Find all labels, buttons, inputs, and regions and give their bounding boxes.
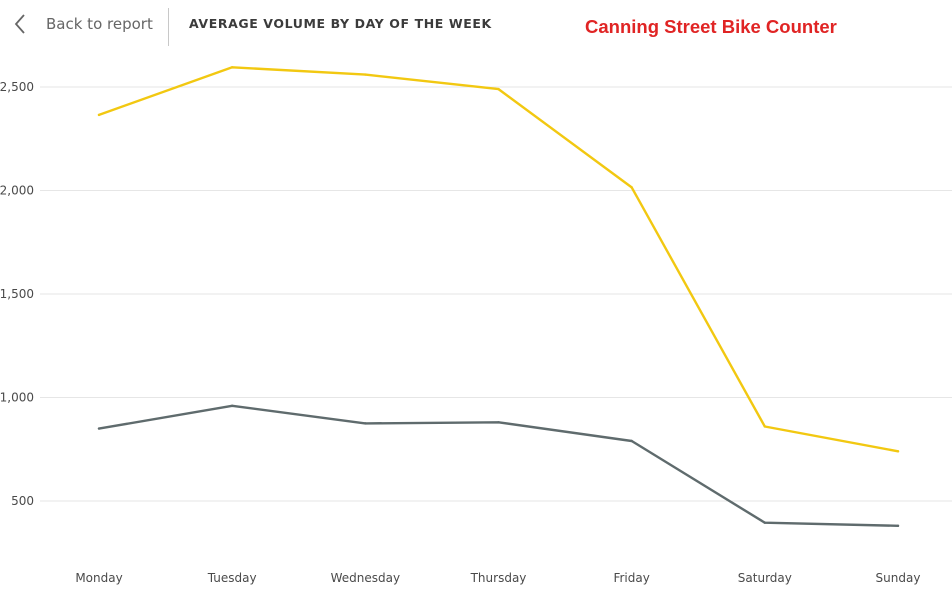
- data-point[interactable]: [630, 186, 633, 189]
- y-tick-label: 1,000: [0, 391, 34, 405]
- series-line-2[interactable]: [97, 404, 900, 527]
- y-tick-label: 1,500: [0, 287, 34, 301]
- data-point[interactable]: [763, 521, 767, 524]
- data-point[interactable]: [497, 421, 500, 424]
- report-header: Back to report AVERAGE VOLUME BY DAY OF …: [0, 0, 952, 50]
- chart-title: Canning Street Bike Counter: [585, 16, 837, 37]
- y-tick-label: 2,000: [0, 184, 34, 198]
- y-tick-label: 2,500: [0, 80, 34, 94]
- y-axis-tick-labels: 500 1,000 1,500 2,000 2,500: [0, 80, 34, 508]
- x-tick-label: Saturday: [738, 571, 792, 585]
- data-point[interactable]: [364, 422, 367, 425]
- chevron-left-icon: [14, 14, 25, 34]
- y-tick-label: 500: [11, 494, 34, 508]
- page-title: AVERAGE VOLUME BY DAY OF THE WEEK: [189, 16, 492, 31]
- data-point[interactable]: [230, 66, 234, 69]
- x-tick-label: Tuesday: [207, 571, 257, 585]
- series-line-1[interactable]: [97, 66, 900, 453]
- data-point[interactable]: [97, 113, 101, 117]
- data-point[interactable]: [97, 427, 101, 430]
- data-point[interactable]: [497, 87, 500, 91]
- gridlines: [40, 86, 952, 502]
- data-point[interactable]: [896, 450, 900, 453]
- x-tick-label: Friday: [613, 571, 649, 585]
- x-axis-tick-labels: Monday Tuesday Wednesday Thursday Friday Satu…: [75, 571, 920, 585]
- x-tick-label: Sunday: [876, 571, 921, 585]
- back-to-report-button[interactable]: Back to report: [12, 8, 153, 40]
- series-lines: [97, 66, 900, 528]
- data-point[interactable]: [364, 73, 367, 76]
- back-to-report-label: Back to report: [46, 15, 153, 33]
- data-point[interactable]: [763, 425, 767, 428]
- data-point[interactable]: [230, 404, 234, 407]
- x-tick-label: Monday: [75, 571, 122, 585]
- x-tick-label: Wednesday: [331, 571, 400, 585]
- data-point[interactable]: [630, 439, 633, 443]
- x-tick-label: Thursday: [470, 571, 527, 585]
- header-divider: [168, 8, 169, 46]
- data-point[interactable]: [896, 524, 900, 528]
